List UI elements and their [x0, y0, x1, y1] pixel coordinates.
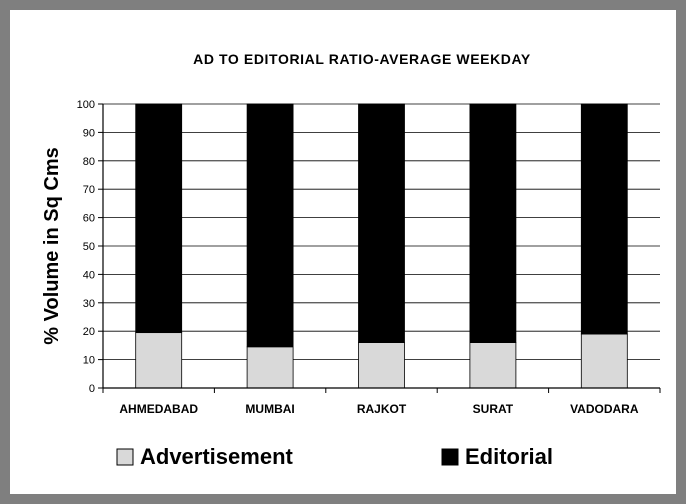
y-tick-label: 50	[83, 241, 95, 253]
y-tick-label: 10	[83, 355, 95, 367]
y-tick-labels: 0 10 20 30 40 50 60 70 80 90 100	[77, 99, 95, 395]
x-tick-label: MUMBAI	[245, 402, 294, 416]
y-tick-label: 90	[83, 127, 95, 139]
bar-segment-editorial-vadodara	[580, 103, 628, 335]
bars	[135, 103, 628, 389]
axes	[98, 103, 661, 393]
y-axis-label: % Volume in Sq Cms	[41, 147, 63, 344]
y-tick-label: 80	[83, 156, 95, 168]
chart-title: AD TO EDITORIAL RATIO-AVERAGE WEEKDAY	[193, 51, 531, 67]
bar-segment-advertisement-surat	[469, 342, 517, 389]
y-tick-label: 20	[83, 326, 95, 338]
legend-label: Editorial	[465, 444, 553, 469]
legend-swatch	[116, 448, 134, 466]
bar-segment-editorial-mumbai	[246, 103, 294, 348]
bar-segment-advertisement-vadodara	[580, 333, 628, 389]
y-tick-label: 70	[83, 184, 95, 196]
y-tick-label: 40	[83, 269, 95, 281]
x-tick-label: VADODARA	[570, 402, 639, 416]
bar-segment-editorial-surat	[469, 103, 517, 343]
x-tick-label: AHMEDABAD	[119, 402, 198, 416]
y-tick-label: 60	[83, 213, 95, 225]
y-tick-label: 100	[77, 99, 95, 111]
bar-segment-advertisement-rajkot	[358, 342, 405, 389]
legend: Advertisement Editorial	[116, 444, 553, 469]
legend-label: Advertisement	[140, 444, 294, 469]
bar-segment-editorial-rajkot	[358, 103, 405, 343]
legend-swatch	[441, 448, 459, 466]
x-tick-label: SURAT	[473, 402, 514, 416]
bar-segment-advertisement-mumbai	[246, 346, 294, 389]
y-tick-label: 0	[89, 383, 95, 395]
bar-segment-advertisement-ahmedabad	[135, 332, 183, 389]
bar-segment-editorial-ahmedabad	[135, 103, 183, 334]
x-tick-labels: AHMEDABAD MUMBAI RAJKOT SURAT VADODARA	[119, 402, 638, 416]
x-tick-label: RAJKOT	[357, 402, 407, 416]
y-tick-label: 30	[83, 298, 95, 310]
